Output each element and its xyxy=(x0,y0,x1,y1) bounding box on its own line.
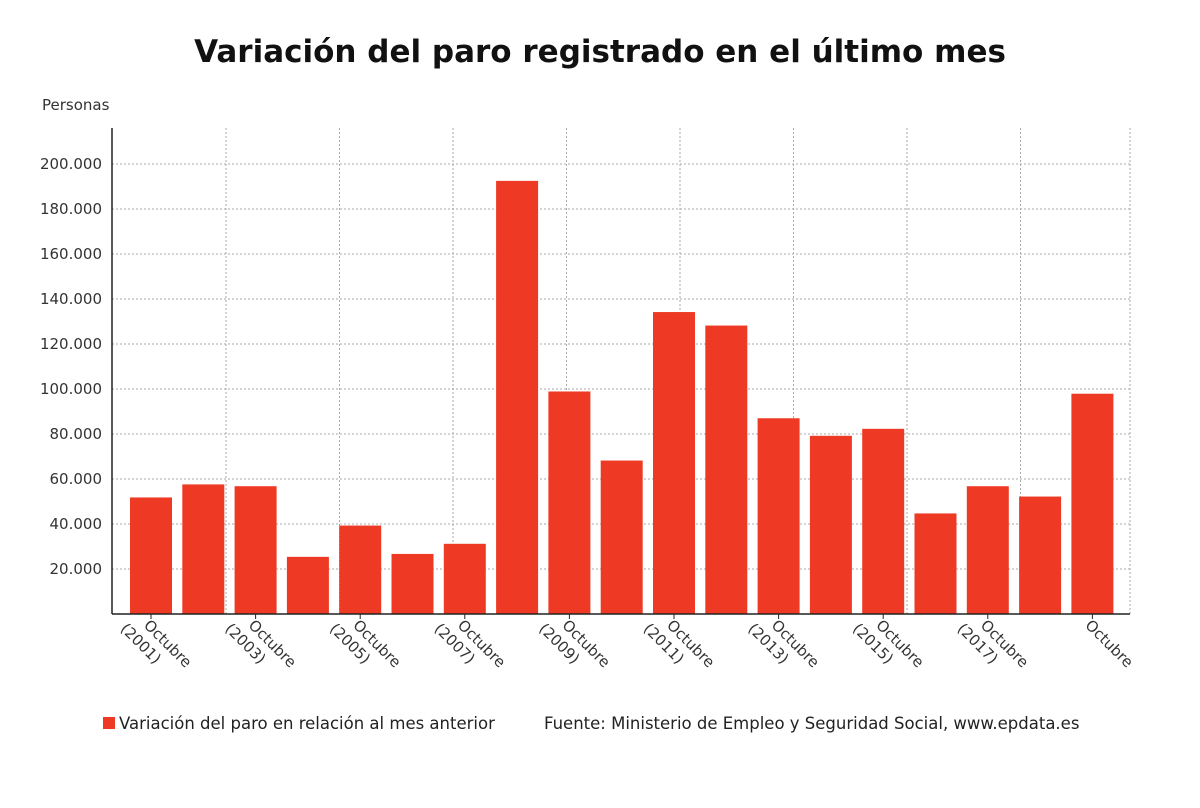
bar xyxy=(600,460,643,614)
bar xyxy=(809,435,852,614)
bar xyxy=(496,180,539,614)
source-note: Fuente: Ministerio de Empleo y Seguridad… xyxy=(544,714,1080,733)
bar xyxy=(653,312,695,614)
legend-label: Variación del paro en relación al mes an… xyxy=(119,714,495,733)
y-tick-label: 20.000 xyxy=(50,560,103,578)
x-tick-label: Octubre(2013) xyxy=(744,606,823,685)
chart-title: Variación del paro registrado en el últi… xyxy=(194,34,1006,70)
x-tick-label: Octubre(2001) xyxy=(117,606,196,685)
y-tick-label: 40.000 xyxy=(50,515,103,533)
bar xyxy=(443,543,486,614)
legend: Variación del paro en relación al mes an… xyxy=(103,714,495,733)
x-tick-label: Octubre(2009) xyxy=(535,606,614,685)
bar xyxy=(182,484,225,614)
bar xyxy=(914,513,957,614)
y-tick-label: 160.000 xyxy=(40,245,102,263)
bar xyxy=(548,391,591,614)
y-tick-label: 100.000 xyxy=(40,380,102,398)
y-axis-label: Personas xyxy=(42,96,110,114)
x-tick-label: Octubre(2003) xyxy=(221,606,300,685)
y-tick-label: 200.000 xyxy=(40,155,102,173)
bar xyxy=(339,525,382,614)
bar xyxy=(966,486,1009,614)
bar xyxy=(130,497,172,614)
bar xyxy=(757,418,800,614)
bar xyxy=(862,428,905,614)
y-tick-label: 140.000 xyxy=(40,290,102,308)
y-tick-label: 120.000 xyxy=(40,335,102,353)
bar xyxy=(705,325,748,614)
y-tick-label: 80.000 xyxy=(50,425,103,443)
bar xyxy=(234,486,277,614)
x-tick-label: Octubre(2011) xyxy=(640,606,719,685)
bar xyxy=(391,553,434,614)
bar xyxy=(1071,393,1114,614)
x-tick-label: Octubre(2007) xyxy=(431,606,510,685)
bar xyxy=(1019,496,1062,614)
legend-swatch xyxy=(103,717,115,729)
x-tick-label: Octubre(2005) xyxy=(326,606,405,685)
y-tick-label: 60.000 xyxy=(50,470,103,488)
x-tick-label: Octubre(2017) xyxy=(954,606,1033,685)
bar xyxy=(286,556,329,614)
y-tick-label: 180.000 xyxy=(40,200,102,218)
x-tick-label: Octubre xyxy=(1082,616,1137,671)
x-tick-label: Octubre(2015) xyxy=(849,606,928,685)
